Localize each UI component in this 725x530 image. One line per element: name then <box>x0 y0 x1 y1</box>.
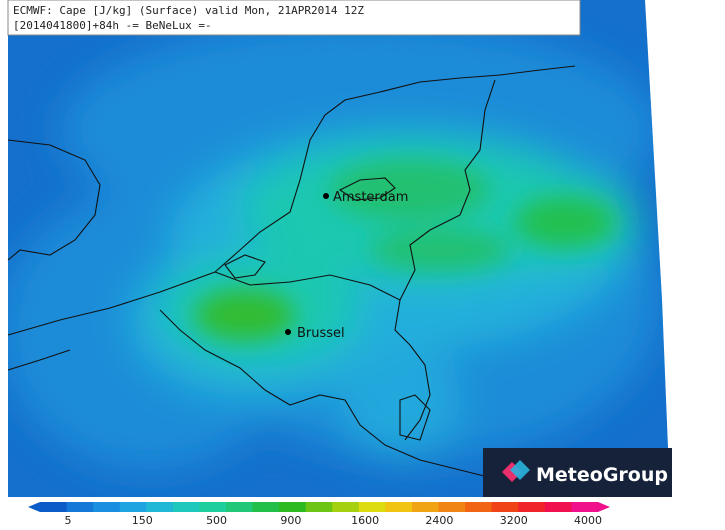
header-line: [2014041800]+84h -= BeNeLux =- <box>13 19 212 32</box>
header-box <box>7 0 581 36</box>
delta <box>224 254 266 279</box>
colorbar-arrow <box>28 502 40 512</box>
colorbar-swatch <box>93 502 121 512</box>
colorbar-swatch <box>172 502 200 512</box>
logo: MeteoGroup <box>483 448 672 497</box>
city-dot <box>323 193 329 199</box>
colorbar-swatch <box>491 502 519 512</box>
colorbar-swatch <box>40 502 68 512</box>
colorbar-label: 2400 <box>425 514 453 526</box>
coast-uk <box>7 139 101 261</box>
colorbar-label: 500 <box>206 514 227 526</box>
colorbar-swatch <box>252 502 280 512</box>
coastlines <box>7 65 576 481</box>
colorbar-swatch <box>146 502 174 512</box>
colorbar-swatch <box>518 502 546 512</box>
colorbar-swatch <box>465 502 493 512</box>
colorbar-swatch <box>438 502 466 512</box>
colorbar: 5 150 500 900 1600 2400 3200 4000 <box>28 502 610 527</box>
city-label: Brussel <box>297 326 345 341</box>
coast-south <box>7 349 71 371</box>
colorbar-swatch <box>385 502 413 512</box>
field-shading <box>8 20 660 470</box>
city-dot <box>285 329 291 335</box>
colorbar-label: 5 <box>65 514 72 526</box>
logo-icon <box>510 460 530 480</box>
header-line: ECMWF: Cape [J/kg] (Surface) valid Mon, … <box>13 4 364 17</box>
colorbar-swatch <box>305 502 333 512</box>
colorbar-arrow <box>598 502 610 512</box>
colorbar-swatch <box>279 502 307 512</box>
colorbar-swatch <box>544 502 572 512</box>
colorbar-swatch <box>412 502 440 512</box>
lake-ijssel <box>338 177 396 201</box>
border-luxembourg <box>399 394 431 441</box>
colorbar-label: 150 <box>132 514 153 526</box>
colorbar-label: 3200 <box>500 514 528 526</box>
colorbar-label: 4000 <box>574 514 602 526</box>
logo-text: MeteoGroup <box>536 464 668 486</box>
colorbar-swatch <box>226 502 254 512</box>
colorbar-swatch <box>358 502 386 512</box>
coast-continent <box>7 65 576 336</box>
border-germany <box>399 79 496 301</box>
colorbar-label: 1600 <box>351 514 379 526</box>
field-peaks <box>195 160 615 340</box>
colorbar-swatch <box>66 502 94 512</box>
colorbar-swatch <box>199 502 227 512</box>
border-belgium-nl <box>214 271 431 441</box>
border-france <box>159 309 501 481</box>
colorbar-swatch <box>571 502 599 512</box>
colorbar-swatch <box>332 502 360 512</box>
city-label: Amsterdam <box>333 190 408 205</box>
colorbar-label: 900 <box>280 514 301 526</box>
colorbar-swatch <box>119 502 147 512</box>
